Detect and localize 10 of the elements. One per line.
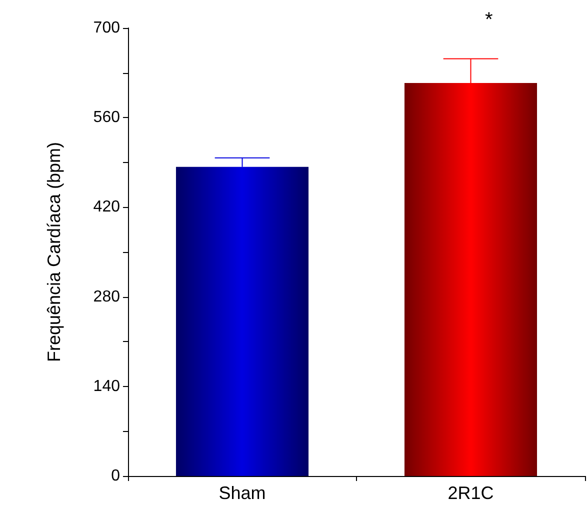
y-tick-label: 700 [93, 20, 120, 36]
y-tick-label: 140 [93, 378, 120, 395]
y-tick-label: 560 [93, 109, 120, 126]
y-tick-label: 420 [93, 198, 120, 216]
x-tick-label: Sham [218, 483, 266, 503]
y-axis-title: Frequência Cardíaca (bpm) [44, 142, 64, 362]
annotation: * [485, 9, 493, 31]
x-tick-label: 2R1C [448, 483, 494, 503]
y-tick-label: 280 [93, 288, 120, 306]
y-tick-label: 0 [111, 468, 120, 484]
